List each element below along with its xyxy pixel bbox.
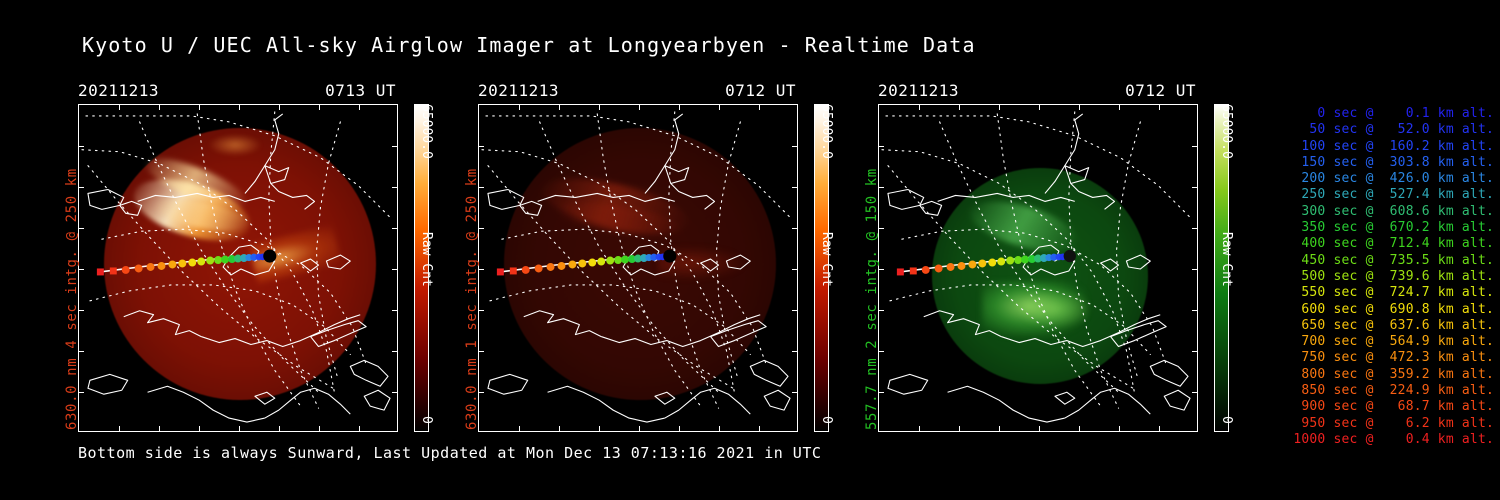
legend-row: 150 sec @ 303.8 km alt. (1293, 154, 1494, 170)
colorbar-gradient (414, 104, 429, 432)
legend-row: 850 sec @ 224.9 km alt. (1293, 383, 1494, 399)
colorbar-gradient (1214, 104, 1229, 432)
legend-row: 900 sec @ 68.7 km alt. (1293, 399, 1494, 415)
page-title: Kyoto U / UEC All-sky Airglow Imager at … (82, 33, 976, 57)
legend-row: 600 sec @ 690.8 km alt. (1293, 301, 1494, 317)
aurora-patch-top (208, 134, 262, 156)
legend-row: 1000 sec @ 0.4 km alt. (1293, 431, 1494, 447)
legend-row: 650 sec @ 637.6 km alt. (1293, 317, 1494, 333)
colorbar-label: Raw Cnt (819, 232, 834, 287)
panel-axis-label: 630.0 nm 1 sec intg. @ 250 km (464, 168, 480, 430)
colorbar-max: 65000.0 (1219, 104, 1234, 159)
map-overlay (480, 106, 796, 430)
colorbar-min: 0 (1219, 416, 1234, 424)
colorbar-max: 65000.0 (819, 104, 834, 159)
panel-axis-label: 630.0 nm 4 sec intg. @ 250 km (64, 168, 80, 430)
legend-row: 950 sec @ 6.2 km alt. (1293, 415, 1494, 431)
trajectory-track (496, 249, 677, 276)
panel-header: 20211213 0712 UT (878, 81, 1198, 101)
sky-image-frame[interactable] (878, 104, 1198, 432)
legend-row: 800 sec @ 359.2 km alt. (1293, 366, 1494, 382)
all-sky-image (80, 106, 396, 430)
legend-row: 200 sec @ 426.0 km alt. (1293, 171, 1494, 187)
trajectory-legend: 0 sec @ 0.1 km alt. 50 sec @ 52.0 km alt… (1262, 106, 1494, 448)
legend-row: 550 sec @ 724.7 km alt. (1293, 285, 1494, 301)
all-sky-image (880, 106, 1196, 430)
panel-date: 20211213 (478, 81, 560, 100)
legend-row: 50 sec @ 52.0 km alt. (1293, 122, 1494, 138)
panel-header: 20211213 0713 UT (78, 81, 398, 101)
colorbar-max: 65000.0 (419, 104, 434, 159)
legend-row: 700 sec @ 564.9 km alt. (1293, 334, 1494, 350)
status-footer: Bottom side is always Sunward, Last Upda… (78, 444, 822, 462)
colorbar-630nm-4sec: 65000.0 Raw Cnt 0 (408, 104, 486, 432)
legend-row: 750 sec @ 472.3 km alt. (1293, 350, 1494, 366)
panel-axis-label: 557.7 nm 2 sec intg. @ 150 km (864, 168, 880, 430)
colorbar-557nm-2sec: 65000.0 Raw Cnt 0 (1208, 104, 1286, 432)
colorbar-630nm-1sec: 65000.0 Raw Cnt 0 (808, 104, 886, 432)
legend-row: 400 sec @ 712.4 km alt. (1293, 236, 1494, 252)
colorbar-min: 0 (419, 416, 434, 424)
map-overlay (80, 106, 396, 430)
panel-630nm-1sec[interactable]: 20211213 0712 UT (464, 81, 798, 432)
sky-image-frame[interactable] (478, 104, 798, 432)
legend-row: 300 sec @ 608.6 km alt. (1293, 203, 1494, 219)
panel-time: 0713 UT (325, 81, 396, 100)
panel-557nm-2sec[interactable]: 20211213 0712 UT (864, 81, 1198, 432)
colorbar-gradient (814, 104, 829, 432)
panel-time: 0712 UT (725, 81, 796, 100)
all-sky-image (480, 106, 796, 430)
panel-header: 20211213 0712 UT (478, 81, 798, 101)
panel-date: 20211213 (878, 81, 960, 100)
legend-row: 100 sec @ 160.2 km alt. (1293, 138, 1494, 154)
colorbar-min: 0 (819, 416, 834, 424)
panel-630nm-4sec[interactable]: 20211213 0713 UT (64, 81, 398, 432)
panel-date: 20211213 (78, 81, 160, 100)
legend-row: 250 sec @ 527.4 km alt. (1293, 187, 1494, 203)
map-overlay (880, 106, 1196, 430)
colorbar-label: Raw Cnt (419, 232, 434, 287)
legend-row: 350 sec @ 670.2 km alt. (1293, 220, 1494, 236)
trajectory-track (96, 249, 277, 276)
panel-time: 0712 UT (1125, 81, 1196, 100)
colorbar-label: Raw Cnt (1219, 232, 1234, 287)
sky-image-frame[interactable] (78, 104, 398, 432)
legend-row: 450 sec @ 735.5 km alt. (1293, 252, 1494, 268)
trajectory-track (896, 249, 1076, 276)
legend-row: 0 sec @ 0.1 km alt. (1293, 106, 1494, 121)
legend-row: 500 sec @ 739.6 km alt. (1293, 268, 1494, 284)
